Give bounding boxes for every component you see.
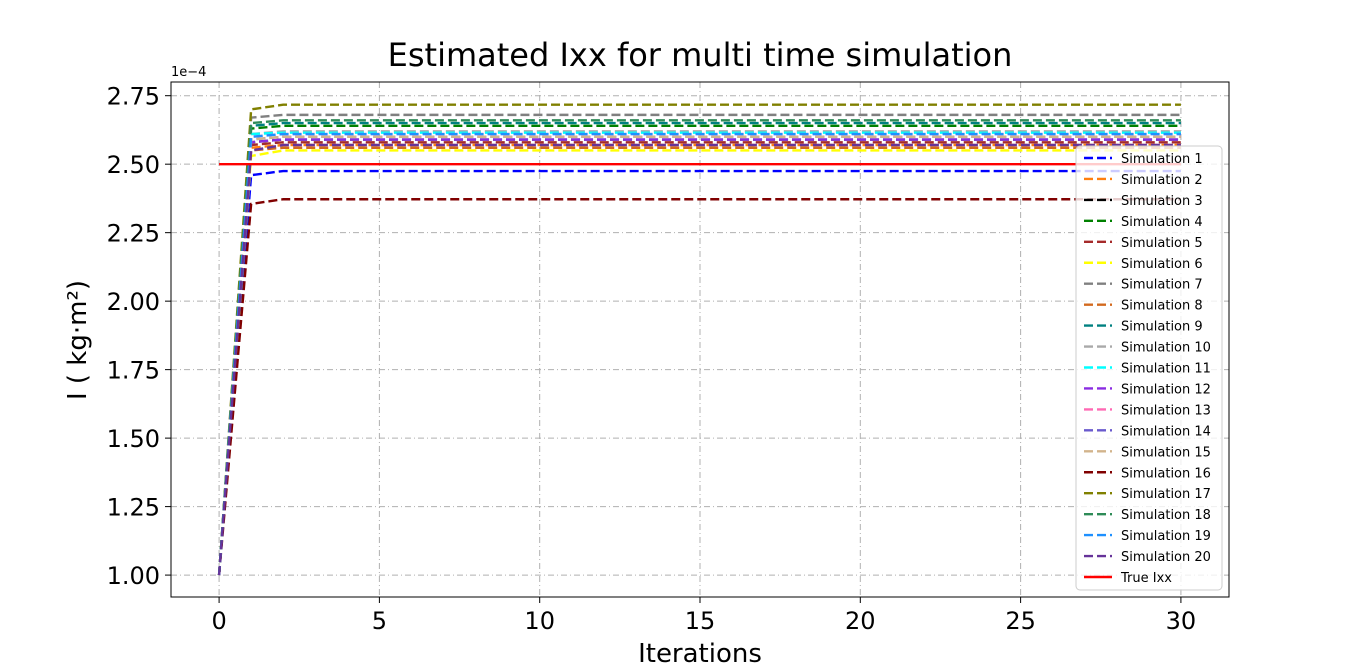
legend-label: Simulation 10 bbox=[1121, 341, 1211, 356]
legend-label: Simulation 16 bbox=[1121, 466, 1211, 481]
series-line-15 bbox=[217, 135, 1181, 576]
y-axis-offset-label: 1e−4 bbox=[171, 65, 206, 80]
y-tick-label: 2.50 bbox=[107, 151, 160, 179]
y-tick-label: 1.50 bbox=[107, 425, 160, 453]
series-line-12 bbox=[217, 138, 1181, 576]
x-tick-label: 25 bbox=[1005, 607, 1036, 635]
legend-label: Simulation 20 bbox=[1121, 550, 1211, 565]
y-tick-label: 2.25 bbox=[107, 220, 160, 248]
legend-label: Simulation 9 bbox=[1121, 320, 1203, 335]
legend-label: Simulation 2 bbox=[1121, 173, 1203, 188]
legend: Simulation 1 Simulation 2 Simulation 3 Simu… bbox=[1075, 145, 1223, 591]
y-tick-label: 1.00 bbox=[107, 562, 160, 590]
x-tick-label: 5 bbox=[372, 607, 387, 635]
axis-ticks: 0 5 10 15 20 25 30 1.00 1.25 1.50 1.75 2.00 2.25 2.50… bbox=[107, 83, 1197, 635]
legend-label: Simulation 12 bbox=[1121, 382, 1211, 397]
legend-label: True Ixx bbox=[1120, 571, 1172, 586]
series-line-17 bbox=[217, 103, 1181, 576]
series-lines bbox=[217, 103, 1181, 576]
series-line-16 bbox=[217, 198, 1181, 576]
x-axis-label: Iterations bbox=[638, 639, 762, 669]
legend-label: Simulation 18 bbox=[1121, 508, 1211, 523]
x-tick-label: 0 bbox=[211, 607, 226, 635]
series-line-19 bbox=[217, 132, 1181, 576]
y-tick-label: 2.75 bbox=[107, 83, 160, 111]
legend-label: Simulation 4 bbox=[1121, 215, 1203, 230]
legend-frame bbox=[1075, 145, 1223, 591]
x-tick-label: 30 bbox=[1166, 607, 1197, 635]
legend-label: Simulation 14 bbox=[1121, 424, 1211, 439]
legend-label: Simulation 1 bbox=[1121, 152, 1203, 167]
y-tick-label: 1.25 bbox=[107, 494, 160, 522]
legend-label: Simulation 13 bbox=[1121, 403, 1211, 418]
legend-label: Simulation 3 bbox=[1121, 194, 1203, 209]
x-tick-label: 10 bbox=[524, 607, 555, 635]
legend-label: Simulation 5 bbox=[1121, 236, 1203, 251]
y-tick-label: 1.75 bbox=[107, 357, 160, 385]
y-axis-label: I ( kg·m²) bbox=[63, 280, 93, 400]
legend-label: Simulation 6 bbox=[1121, 257, 1203, 272]
legend-label: Simulation 7 bbox=[1121, 278, 1203, 293]
legend-label: Simulation 15 bbox=[1121, 445, 1211, 460]
legend-label: Simulation 11 bbox=[1121, 362, 1211, 377]
y-tick-label: 2.00 bbox=[107, 288, 160, 316]
legend-label: Simulation 17 bbox=[1121, 487, 1211, 502]
chart-title: Estimated Ixx for multi time simulation bbox=[388, 36, 1013, 74]
series-line-20 bbox=[217, 143, 1181, 576]
legend-label: Simulation 8 bbox=[1121, 299, 1203, 314]
legend-label: Simulation 19 bbox=[1121, 529, 1211, 544]
x-tick-label: 20 bbox=[845, 607, 876, 635]
x-tick-label: 15 bbox=[685, 607, 716, 635]
